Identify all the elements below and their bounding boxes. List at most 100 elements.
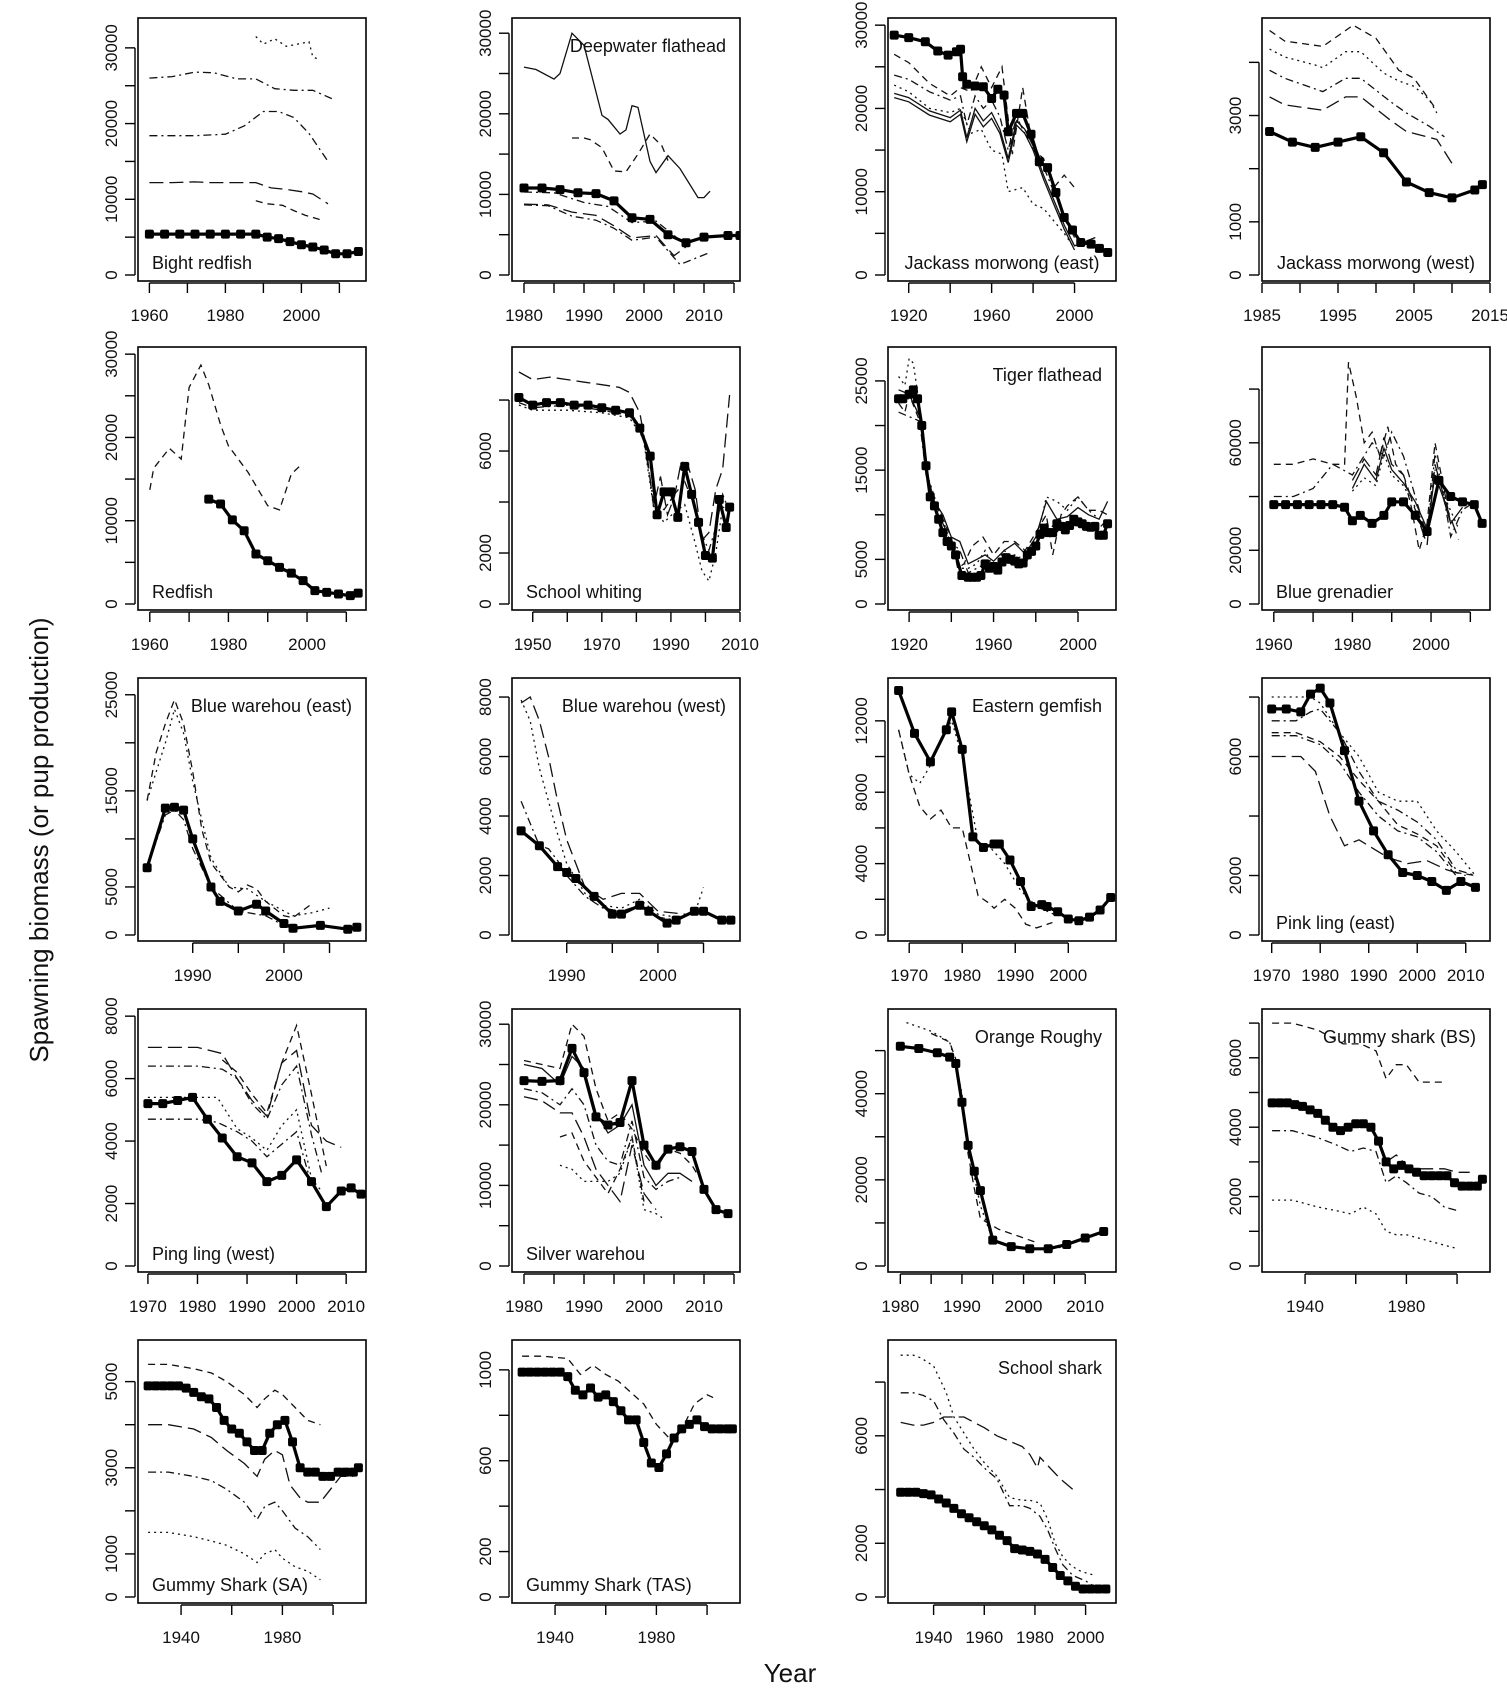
main-series-point [143, 1381, 153, 1391]
main-series-point [987, 1525, 997, 1535]
y-tick-label: 5000 [102, 1363, 121, 1401]
x-tick-label: 1980 [881, 1297, 919, 1316]
main-series-point [1434, 475, 1444, 485]
main-series-point [689, 906, 699, 916]
main-series-point [1387, 497, 1397, 507]
main-series-point [519, 1076, 529, 1086]
main-series-point [517, 1367, 527, 1377]
main-series-point [234, 1428, 244, 1438]
main-series-point [1090, 521, 1100, 531]
main-series-point [1093, 1584, 1103, 1594]
y-axis-title: Spawning biomass (or pup production) [24, 617, 54, 1062]
y-tick-label: 2000 [1226, 857, 1245, 895]
main-series-point [956, 44, 966, 54]
main-series-point [921, 461, 931, 471]
main-series-point [635, 423, 645, 433]
main-series-point [943, 50, 953, 60]
panel-title: Pink ling (east) [1276, 913, 1395, 933]
panel: 1990 2000 0 2000 4000 6000 8000 Blue warehou (w… [476, 677, 741, 985]
main-series-point [1032, 1549, 1042, 1559]
main-series-point [1290, 1100, 1300, 1110]
y-tick-label: 0 [852, 930, 871, 939]
x-tick-label: 2000 [1049, 966, 1087, 985]
main-series-point [994, 839, 1004, 849]
main-series-point [1086, 1584, 1096, 1594]
main-series-point [247, 1158, 257, 1168]
panel-title: School shark [998, 1358, 1103, 1378]
main-series-point [1450, 1178, 1460, 1188]
series-line-dashdot [523, 1087, 681, 1191]
y-tick-label: 20000 [476, 90, 495, 137]
plot-area [889, 30, 1113, 258]
x-tick-label: 1980 [637, 1628, 675, 1647]
plot-area [1269, 362, 1487, 551]
series-line-dot [1269, 48, 1438, 114]
main-series-point [723, 231, 733, 241]
y-tick-label: 0 [852, 599, 871, 608]
plot-frame [511, 17, 741, 282]
main-series-point [1354, 796, 1364, 806]
main-series-point [286, 568, 296, 578]
main-series-point [631, 1415, 641, 1425]
series-line-longdash [523, 1096, 657, 1210]
main-series-point [1018, 558, 1028, 568]
plot-frame [887, 677, 1117, 942]
x-tick-label: 1960 [130, 306, 168, 325]
y-tick-label: 0 [852, 1261, 871, 1270]
series-line-dash [898, 392, 1108, 570]
panel: 1980 1990 2000 2010 0 10000 20000 30000 Silver w… [476, 1001, 741, 1316]
x-tick-label: 1980 [263, 1628, 301, 1647]
main-series-point [994, 1530, 1004, 1540]
x-tick-label: 2000 [1005, 1297, 1043, 1316]
main-series-point [1084, 912, 1094, 922]
main-series-point [1404, 1164, 1414, 1174]
series-line-dot [255, 36, 321, 61]
main-series-point [988, 1235, 998, 1245]
panel-title: Jackass morwong (west) [1277, 253, 1475, 273]
y-tick-label: 15000 [852, 447, 871, 494]
panel-title: Tiger flathead [993, 365, 1102, 385]
main-series-point [1078, 1584, 1088, 1594]
main-series-point [694, 517, 704, 527]
main-series-line [148, 1384, 360, 1479]
main-series-point [285, 237, 295, 247]
main-series-point [319, 245, 329, 255]
x-tick-label: 2015 [1471, 306, 1507, 325]
main-series-point [951, 1059, 961, 1069]
series-line-dot [1272, 1199, 1458, 1250]
y-tick-label: 5000 [102, 868, 121, 906]
series-line-dashdot [147, 1064, 323, 1173]
main-series-point [1086, 239, 1096, 249]
plot-area [1267, 1022, 1487, 1250]
main-series-point [699, 1184, 709, 1194]
x-tick-label: 1980 [209, 635, 247, 654]
main-series-point [548, 1367, 558, 1377]
main-series-point [1034, 157, 1044, 167]
y-tick-label: 0 [852, 1592, 871, 1601]
main-series-point [251, 229, 261, 239]
main-series-point [1401, 177, 1411, 187]
panel-title: Gummy Shark (TAS) [526, 1575, 692, 1595]
plot-area [895, 1021, 1109, 1254]
main-series-point [671, 915, 681, 925]
main-series-point [173, 1095, 183, 1105]
series-line-longdash [1269, 96, 1453, 164]
panel-title: Gummy shark (BS) [1323, 1027, 1476, 1047]
main-series-point [699, 232, 709, 242]
main-series-point [727, 1424, 737, 1434]
series-line-longdash [518, 371, 731, 542]
main-series-point [1003, 127, 1013, 137]
panel: 1920 1960 2000 0 5000 15000 25000 Tiger flathea… [852, 346, 1117, 654]
y-tick-label: 1000 [476, 1351, 495, 1389]
main-series-point [567, 1043, 577, 1053]
main-series-point [979, 1521, 989, 1531]
main-series-point [601, 1390, 611, 1400]
main-series-point [250, 1446, 260, 1456]
main-series-point [1470, 185, 1480, 195]
series-line-solid [898, 389, 1109, 565]
plot-frame [1261, 346, 1491, 611]
main-series-point [666, 487, 676, 497]
main-series-point [1287, 137, 1297, 147]
main-series-point [914, 1043, 924, 1053]
